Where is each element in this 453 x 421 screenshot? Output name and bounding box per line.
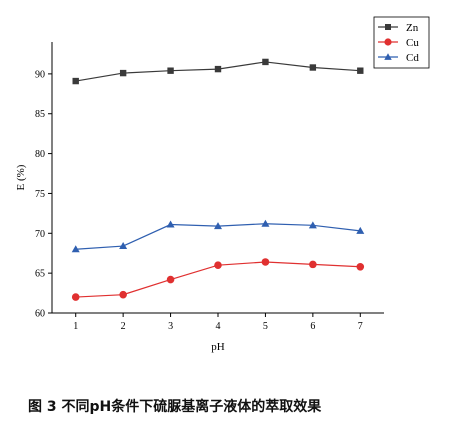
data-point-cd <box>71 245 80 253</box>
data-point-zn <box>167 67 174 74</box>
legend-label-zn: Zn <box>406 22 419 34</box>
data-point-cd <box>356 226 365 234</box>
line-chart: 60 65 70 75 80 85 90 1 2 3 4 5 6 7 pH E (%) Zn Cu Cd <box>15 16 430 353</box>
x-tick-label: 7 <box>358 321 363 332</box>
y-tick-label: 65 <box>35 269 45 280</box>
y-tick-label: 85 <box>35 109 45 120</box>
y-tick-label: 75 <box>35 189 45 200</box>
data-point-zn <box>119 69 127 77</box>
legend-label-cu: Cu <box>406 37 419 49</box>
series-cu <box>71 258 365 301</box>
series-layer <box>71 58 365 301</box>
data-point-cu <box>309 260 317 269</box>
y-axis-title: E (%) <box>15 164 27 190</box>
y-tick-label: 60 <box>35 309 45 320</box>
x-tick-label: 4 <box>216 321 221 332</box>
data-point-zn <box>72 77 79 85</box>
series-cd <box>71 219 365 253</box>
data-point-cd <box>214 222 222 230</box>
data-point-cd <box>261 219 270 227</box>
data-point-cu <box>214 261 222 269</box>
data-point-zn <box>357 67 364 74</box>
y-tick-label: 90 <box>35 69 45 80</box>
legend-marker-cd <box>384 53 392 60</box>
data-point-zn <box>214 65 222 73</box>
x-tick-label: 2 <box>121 321 126 332</box>
legend-label-cd: Cd <box>406 52 419 64</box>
data-point-cd <box>166 220 175 228</box>
axes: 60 65 70 75 80 85 90 1 2 3 4 5 6 7 pH E (%) <box>15 42 384 353</box>
y-tick-label: 70 <box>35 229 45 240</box>
figure-caption: 图 3 不同pH条件下硫脲基离子液体的萃取效果 <box>28 399 322 415</box>
data-point-zn <box>262 58 269 66</box>
x-tick-label: 6 <box>310 321 315 332</box>
y-tick-label: 80 <box>35 149 45 160</box>
legend-marker-zn <box>385 24 391 30</box>
data-point-cu <box>356 262 365 271</box>
x-tick-label: 1 <box>73 321 78 332</box>
legend-marker-cu <box>384 38 392 46</box>
data-point-cd <box>308 221 317 229</box>
data-point-cu <box>261 258 270 266</box>
legend: Zn Cu Cd <box>373 16 430 69</box>
series-zn <box>72 58 364 85</box>
data-point-zn <box>309 64 317 71</box>
data-point-cu <box>166 275 175 284</box>
data-point-cd <box>119 242 128 250</box>
x-tick-label: 3 <box>168 321 173 332</box>
data-point-cu <box>119 290 127 299</box>
x-tick-label: 5 <box>263 321 268 332</box>
x-axis-title: pH <box>211 341 225 353</box>
data-point-cu <box>71 293 80 301</box>
